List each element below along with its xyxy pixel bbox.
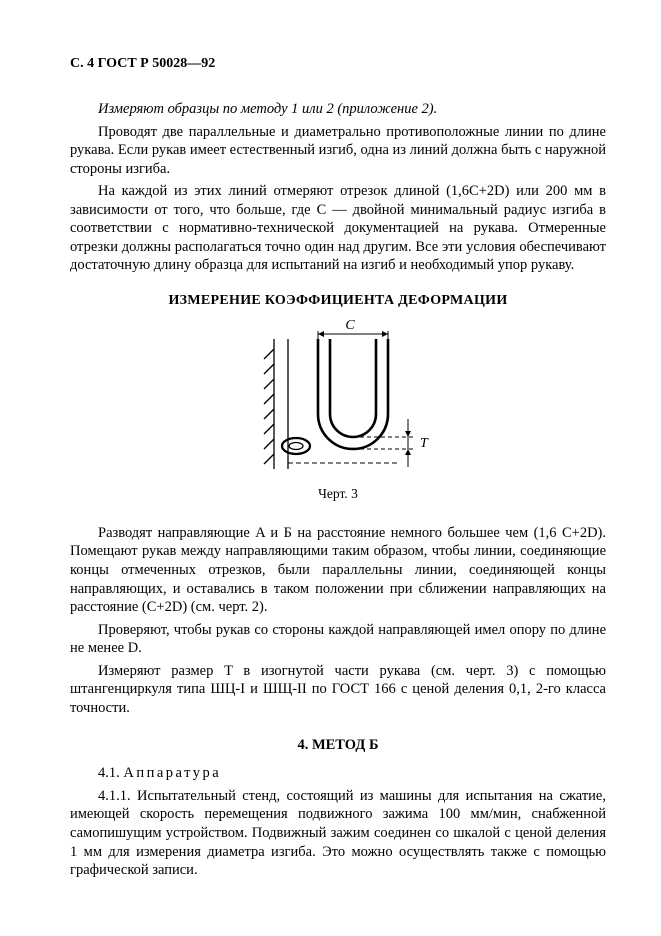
page-header: С. 4 ГОСТ Р 50028—92: [70, 56, 606, 72]
paragraph-6: Измеряют размер T в изогнутой части рука…: [70, 662, 606, 718]
figure-label-t: T: [420, 436, 429, 451]
paragraph-2: Проводят две параллельные и диаметрально…: [70, 123, 606, 179]
para7-spaced: Аппаратура: [123, 765, 221, 781]
page: С. 4 ГОСТ Р 50028—92 Измеряют образцы по…: [0, 0, 661, 936]
paragraph-3: На каждой из этих линий отмеряют отрезок…: [70, 182, 606, 275]
paragraph-1: Измеряют образцы по методу 1 или 2 (прил…: [70, 100, 606, 119]
figure-3: C T Черт. 3: [70, 319, 606, 502]
section-title-deformation: ИЗМЕРЕНИЕ КОЭФФИЦИЕНТА ДЕФОРМАЦИИ: [70, 293, 606, 309]
paragraph-4: Разводят направляющие A и Б на расстояни…: [70, 524, 606, 617]
figure-label-c: C: [345, 319, 355, 333]
paragraph-7: 4.1. Аппаратура: [70, 764, 606, 783]
figure-3-caption: Черт. 3: [70, 486, 606, 502]
paragraph-5: Проверяют, чтобы рукав со стороны каждой…: [70, 621, 606, 658]
figure-3-svg: C T: [238, 319, 438, 479]
para7-prefix: 4.1.: [98, 765, 123, 781]
paragraph-8: 4.1.1. Испытательный стенд, состоящий из…: [70, 787, 606, 880]
section-title-method-b: 4. МЕТОД Б: [70, 737, 606, 754]
